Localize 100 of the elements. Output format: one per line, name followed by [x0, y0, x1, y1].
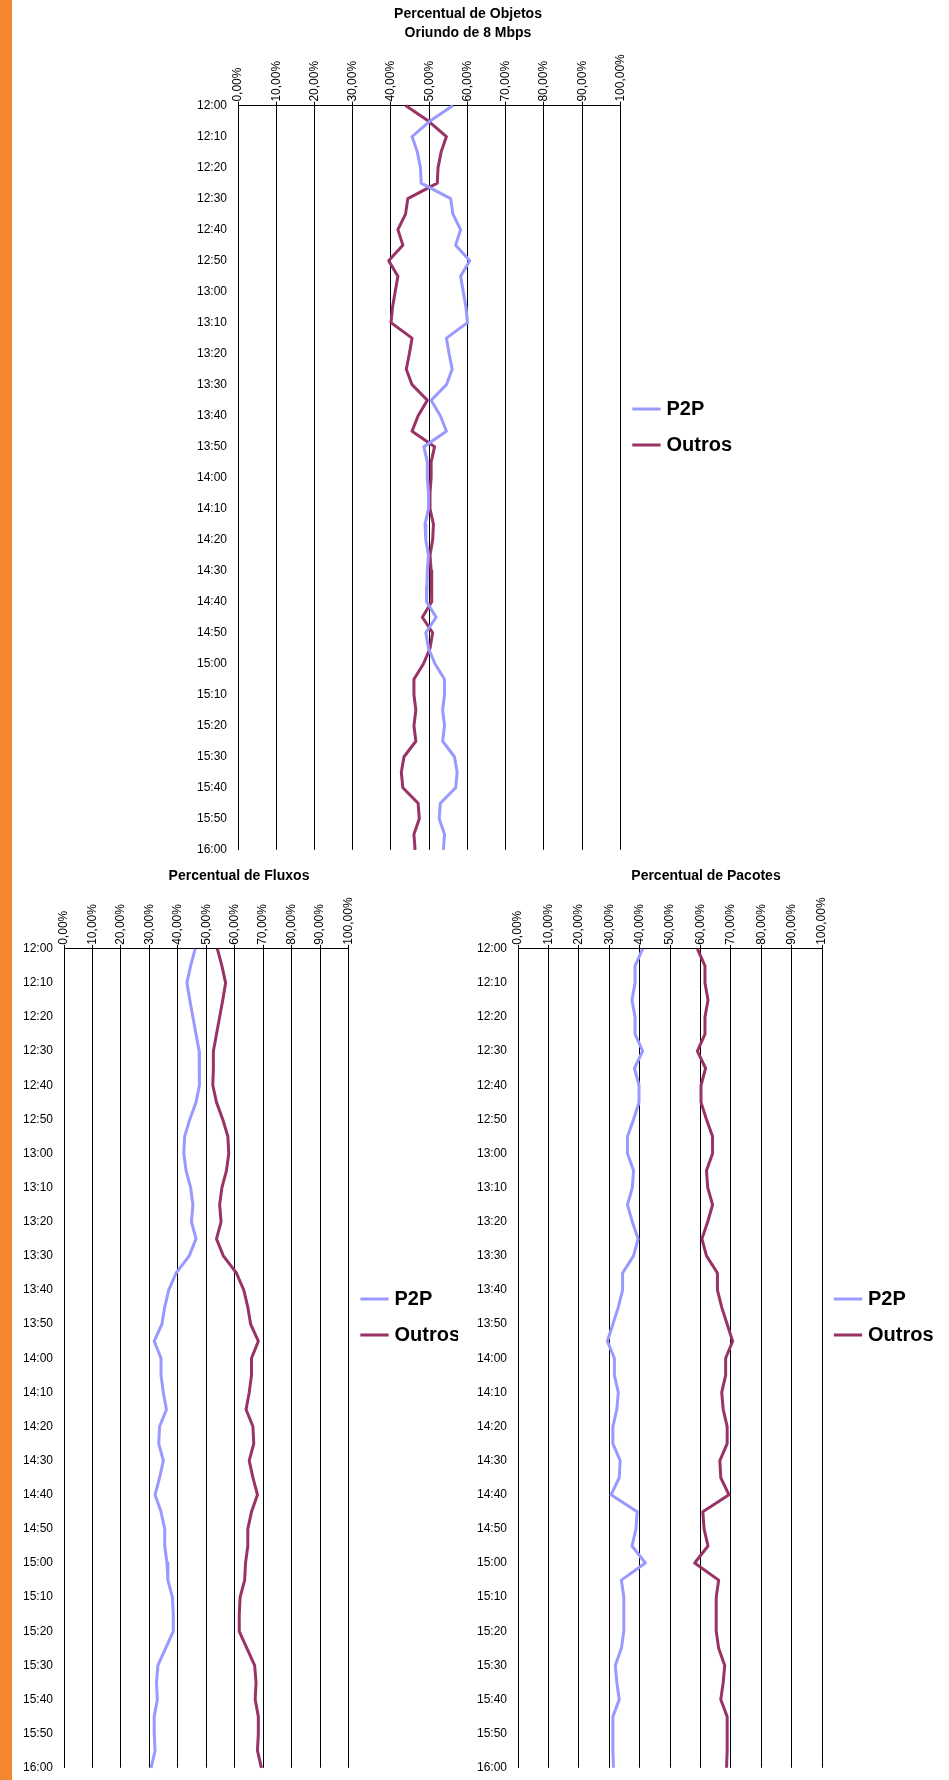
y-tick-label: 16:00 — [197, 842, 228, 857]
y-tick-label: 12:50 — [477, 1111, 508, 1126]
y-tick-label: 13:30 — [477, 1248, 508, 1263]
y-tick-label: 15:00 — [23, 1555, 54, 1570]
y-tick-label: 14:00 — [477, 1350, 508, 1365]
y-tick-label: 14:40 — [477, 1487, 508, 1502]
chart-title: Percentual de Fluxos — [168, 867, 310, 884]
y-tick-label: 15:20 — [477, 1623, 508, 1638]
x-tick-label: 80,00% — [753, 903, 768, 945]
y-tick-label: 15:00 — [477, 1555, 508, 1570]
y-tick-label: 12:20 — [23, 1009, 54, 1024]
y-tick-label: 12:10 — [477, 975, 508, 990]
x-tick-label: 90,00% — [783, 903, 798, 945]
y-tick-label: 13:20 — [197, 345, 228, 360]
y-tick-label: 14:30 — [477, 1452, 508, 1467]
y-tick-label: 14:50 — [197, 625, 228, 640]
y-tick-label: 15:40 — [477, 1691, 508, 1706]
y-tick-label: 12:40 — [197, 221, 228, 236]
y-tick-label: 12:20 — [197, 159, 228, 174]
x-tick-label: 10,00% — [268, 60, 283, 102]
y-tick-label: 12:40 — [477, 1077, 508, 1092]
x-tick-label: 30,00% — [345, 60, 360, 102]
y-tick-label: 12:40 — [23, 1077, 54, 1092]
y-tick-label: 14:10 — [197, 501, 228, 516]
x-tick-label: 20,00% — [306, 60, 321, 102]
x-tick-label: 70,00% — [498, 60, 513, 102]
y-tick-label: 15:50 — [23, 1725, 54, 1740]
y-tick-label: 13:30 — [197, 376, 228, 391]
x-tick-label: 10,00% — [540, 903, 555, 945]
y-tick-label: 14:40 — [23, 1487, 54, 1502]
y-tick-label: 13:20 — [477, 1214, 508, 1229]
x-tick-label: 60,00% — [459, 60, 474, 102]
y-tick-label: 14:20 — [477, 1418, 508, 1433]
y-tick-label: 12:00 — [197, 97, 228, 112]
x-tick-label: 80,00% — [536, 60, 551, 102]
x-tick-label: 50,00% — [198, 903, 213, 945]
y-tick-label: 12:30 — [197, 190, 228, 205]
y-tick-label: 12:10 — [23, 975, 54, 990]
x-tick-label: 0,00% — [56, 910, 71, 945]
y-tick-label: 12:30 — [477, 1043, 508, 1058]
y-tick-label: 13:50 — [197, 439, 228, 453]
y-tick-label: 12:00 — [23, 941, 54, 956]
y-tick-label: 13:50 — [23, 1316, 54, 1331]
y-tick-label: 12:00 — [477, 941, 508, 956]
y-tick-label: 13:00 — [23, 1145, 54, 1160]
x-tick-label: 70,00% — [723, 903, 738, 945]
x-tick-label: 30,00% — [601, 903, 616, 945]
y-tick-label: 15:10 — [197, 687, 228, 702]
y-tick-label: 15:00 — [197, 656, 228, 671]
y-tick-label: 12:50 — [23, 1111, 54, 1126]
y-tick-label: 13:40 — [23, 1282, 54, 1297]
y-tick-label: 13:40 — [197, 408, 228, 422]
y-tick-label: 14:30 — [197, 563, 228, 578]
x-tick-label: 10,00% — [84, 903, 99, 945]
x-tick-label: 60,00% — [227, 903, 242, 945]
y-tick-label: 13:30 — [23, 1248, 54, 1263]
y-tick-label: 13:00 — [197, 283, 228, 298]
y-tick-label: 15:40 — [197, 780, 228, 795]
y-tick-label: 16:00 — [477, 1760, 508, 1775]
y-tick-label: 13:10 — [23, 1179, 54, 1194]
x-tick-label: 20,00% — [571, 903, 586, 945]
y-tick-label: 14:00 — [197, 470, 228, 485]
y-tick-label: 16:00 — [23, 1760, 54, 1775]
y-tick-label: 15:10 — [477, 1589, 508, 1604]
x-tick-label: 90,00% — [312, 903, 327, 945]
x-tick-label: 100,00% — [814, 897, 829, 945]
y-tick-label: 14:20 — [23, 1418, 54, 1433]
y-tick-label: 15:20 — [197, 718, 228, 733]
y-tick-label: 13:20 — [23, 1214, 54, 1229]
x-tick-label: 80,00% — [283, 903, 298, 945]
y-tick-label: 14:30 — [23, 1452, 54, 1467]
legend-label: P2P — [666, 396, 705, 419]
x-tick-label: 20,00% — [113, 903, 128, 945]
y-tick-label: 14:20 — [197, 532, 228, 547]
legend-label: Outros — [666, 432, 733, 455]
y-tick-label: 15:10 — [23, 1589, 54, 1604]
y-tick-label: 14:00 — [23, 1350, 54, 1365]
y-tick-label: 15:20 — [23, 1623, 54, 1638]
x-tick-label: 40,00% — [631, 903, 646, 945]
y-tick-label: 14:10 — [23, 1384, 54, 1399]
x-tick-label: 60,00% — [692, 903, 707, 945]
y-tick-label: 12:30 — [23, 1043, 54, 1058]
x-tick-label: 30,00% — [141, 903, 156, 945]
x-tick-label: 40,00% — [383, 60, 398, 102]
chart-title: Percentual de Pacotes — [631, 867, 781, 884]
y-tick-label: 12:20 — [477, 1009, 508, 1024]
x-tick-label: 50,00% — [421, 60, 436, 102]
y-tick-label: 15:30 — [477, 1657, 508, 1672]
x-tick-label: 90,00% — [574, 60, 589, 102]
y-tick-label: 14:40 — [197, 594, 228, 609]
y-tick-label: 15:50 — [197, 811, 228, 826]
y-tick-label: 15:40 — [23, 1691, 54, 1706]
x-tick-label: 100,00% — [612, 53, 627, 102]
y-tick-label: 13:00 — [477, 1145, 508, 1160]
y-tick-label: 13:10 — [197, 314, 228, 329]
x-tick-label: 40,00% — [170, 903, 185, 945]
y-tick-label: 12:50 — [197, 252, 228, 267]
x-tick-label: 0,00% — [510, 910, 525, 945]
y-tick-label: 15:30 — [23, 1657, 54, 1672]
chart-subtitle: Oriundo de 8 Mbps — [404, 24, 532, 41]
